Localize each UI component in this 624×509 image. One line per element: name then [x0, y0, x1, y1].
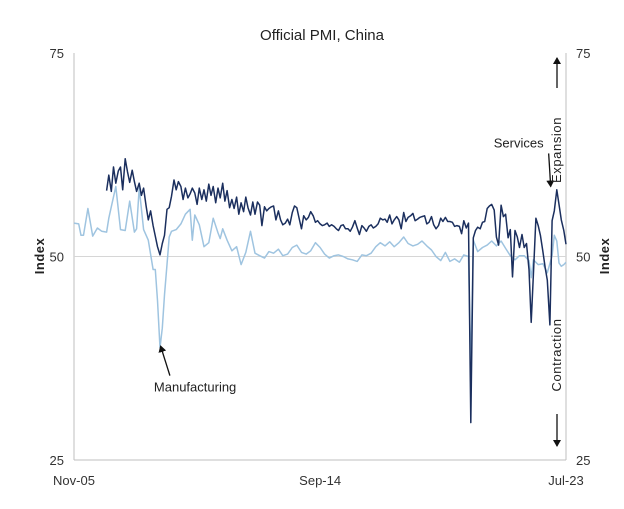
chart-title: Official PMI, China [260, 27, 385, 44]
series-line-manufacturing [73, 185, 567, 374]
x-tick-label: Jul-23 [548, 473, 583, 488]
annotation-arrow-services [546, 153, 555, 188]
y-tick-right: 50 [576, 250, 590, 265]
annotation-manufacturing: Manufacturing [154, 380, 236, 395]
y-tick-left: 25 [50, 453, 64, 468]
x-tick-label: Nov-05 [53, 473, 95, 488]
y-tick-left: 75 [50, 46, 64, 61]
x-tick-label: Sep-14 [299, 473, 341, 488]
series-line-services [105, 158, 567, 424]
y-tick-right: 75 [576, 46, 590, 61]
expansion-label: Expansion [549, 117, 564, 183]
annotation-services: Services [494, 135, 544, 150]
contraction-label: Contraction [549, 318, 564, 391]
y-tick-right: 25 [576, 453, 590, 468]
y-tick-left: 50 [50, 250, 64, 265]
y-axis-title-left: Index [32, 238, 47, 275]
annotation-arrow-manufacturing [158, 345, 171, 376]
y-axis-title-right: Index [597, 238, 612, 275]
